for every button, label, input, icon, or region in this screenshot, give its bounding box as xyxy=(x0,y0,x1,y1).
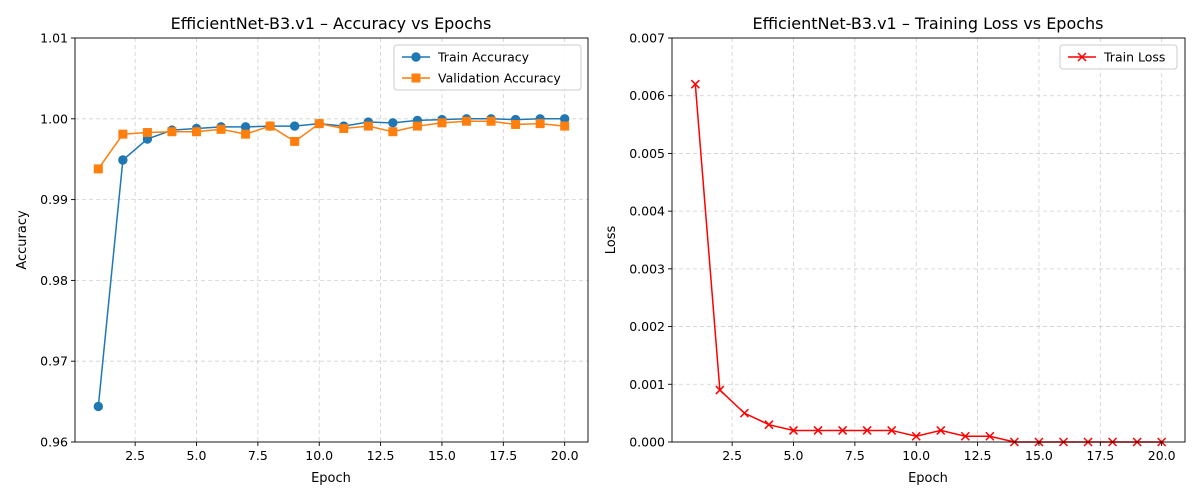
accuracy-data-point xyxy=(265,121,275,131)
accuracy-data-point xyxy=(216,124,226,134)
accuracy-legend: Train Accuracy Validation Accuracy xyxy=(393,44,582,91)
accuracy-x-tick-label: 12.5 xyxy=(367,448,395,463)
accuracy-data-point xyxy=(462,116,471,126)
loss-y-tick-label: 0.000 xyxy=(629,435,665,450)
loss-legend: Train Loss xyxy=(1059,44,1178,70)
accuracy-x-tick-label: 2.5 xyxy=(125,448,145,463)
accuracy-legend-item: Validation Accuracy xyxy=(402,71,561,86)
accuracy-y-tick-label: 0.96 xyxy=(40,435,68,450)
accuracy-data-point xyxy=(388,118,398,128)
accuracy-legend-box xyxy=(393,44,582,91)
loss-legend-box xyxy=(1059,44,1178,70)
accuracy-data-point xyxy=(535,119,545,129)
accuracy-data-point xyxy=(142,128,152,138)
loss-y-axis-label: Loss xyxy=(604,226,619,255)
accuracy-x-tick-label: 10.0 xyxy=(305,448,333,463)
loss-x-axis-label: Epoch xyxy=(908,471,948,486)
accuracy-legend-marker xyxy=(411,73,421,83)
accuracy-legend-label: Validation Accuracy xyxy=(438,71,561,86)
loss-y-tick-label: 0.002 xyxy=(629,319,665,334)
loss-x-tick-label: 17.5 xyxy=(1086,448,1114,463)
accuracy-data-point xyxy=(93,164,103,174)
accuracy-data-point xyxy=(167,127,177,137)
loss-y-tick-label: 0.007 xyxy=(629,31,665,46)
accuracy-data-point xyxy=(511,119,521,129)
loss-x-tick-label: 10.0 xyxy=(902,448,930,463)
loss-data-point xyxy=(862,425,872,435)
accuracy-legend-label: Train Accuracy xyxy=(437,50,530,65)
loss-plot-area xyxy=(672,38,1185,442)
accuracy-data-point xyxy=(93,401,104,412)
accuracy-x-tick-label: 20.0 xyxy=(551,448,579,463)
loss-legend-marker xyxy=(1077,52,1087,62)
accuracy-data-point xyxy=(560,121,570,131)
loss-chart: EfficientNet-B3.v1 – Training Loss vs Ep… xyxy=(604,14,1186,486)
loss-y-tick-label: 0.001 xyxy=(629,377,665,392)
accuracy-y-tick-label: 1.01 xyxy=(40,31,68,46)
loss-x-tick-label: 2.5 xyxy=(722,448,742,463)
accuracy-data-point xyxy=(437,118,447,128)
accuracy-y-tick-label: 1.00 xyxy=(40,111,68,126)
loss-data-point xyxy=(911,431,921,441)
accuracy-data-point xyxy=(363,121,373,131)
accuracy-x-tick-label: 7.5 xyxy=(248,448,268,463)
accuracy-x-axis-label: Epoch xyxy=(311,471,351,486)
accuracy-axes-frame xyxy=(74,37,589,443)
loss-y-tick-label: 0.005 xyxy=(629,146,665,161)
accuracy-data-point xyxy=(289,121,300,131)
loss-data-point xyxy=(764,420,774,430)
accuracy-y-tick-label: 0.97 xyxy=(40,354,68,369)
loss-data-point xyxy=(985,431,995,441)
accuracy-chart: EfficientNet-B3.v1 – Accuracy vs Epochs … xyxy=(15,14,589,486)
accuracy-x-tick-label: 15.0 xyxy=(428,448,456,463)
loss-legend-label: Train Loss xyxy=(1103,50,1165,65)
accuracy-data-point xyxy=(118,155,128,165)
accuracy-legend-item: Train Accuracy xyxy=(402,50,530,65)
accuracy-data-point xyxy=(290,136,300,146)
loss-data-point xyxy=(838,425,848,435)
loss-data-point xyxy=(715,385,725,395)
loss-x-tick-label: 15.0 xyxy=(1025,448,1053,463)
loss-legend-item: Train Loss xyxy=(1068,50,1165,65)
loss-data-point xyxy=(690,79,700,89)
accuracy-y-tick-label: 0.98 xyxy=(40,273,68,288)
accuracy-x-tick-label: 17.5 xyxy=(489,448,517,463)
loss-data-point xyxy=(960,431,970,441)
accuracy-series-1 xyxy=(93,116,570,174)
loss-data-point xyxy=(887,425,897,435)
accuracy-data-point xyxy=(192,127,201,137)
accuracy-plot-area xyxy=(75,38,588,442)
loss-y-tick-label: 0.003 xyxy=(629,261,665,276)
accuracy-y-tick-label: 0.99 xyxy=(40,192,68,207)
accuracy-data-point xyxy=(486,116,496,126)
loss-data-point xyxy=(936,425,946,435)
loss-y-tick-label: 0.006 xyxy=(629,88,665,103)
accuracy-legend-marker xyxy=(411,52,421,62)
loss-data-point xyxy=(813,425,823,435)
accuracy-x-tick-label: 5.0 xyxy=(187,448,207,463)
accuracy-data-point xyxy=(412,121,422,131)
accuracy-data-point xyxy=(388,127,398,137)
loss-x-tick-label: 20.0 xyxy=(1148,448,1176,463)
accuracy-y-axis-label: Accuracy xyxy=(15,210,30,270)
loss-x-tick-label: 12.5 xyxy=(964,448,992,463)
accuracy-data-point xyxy=(339,123,349,133)
accuracy-data-point xyxy=(118,129,128,139)
accuracy-data-point xyxy=(314,119,324,129)
loss-x-tick-label: 5.0 xyxy=(784,448,804,463)
accuracy-chart-title: EfficientNet-B3.v1 – Accuracy vs Epochs xyxy=(171,14,492,33)
loss-axes-frame xyxy=(671,37,1186,443)
loss-chart-title: EfficientNet-B3.v1 – Training Loss vs Ep… xyxy=(752,14,1103,33)
loss-y-tick-label: 0.004 xyxy=(629,204,665,219)
loss-data-point xyxy=(788,425,799,435)
loss-data-point xyxy=(739,408,749,418)
loss-x-tick-label: 7.5 xyxy=(845,448,865,463)
accuracy-data-point xyxy=(241,129,251,139)
